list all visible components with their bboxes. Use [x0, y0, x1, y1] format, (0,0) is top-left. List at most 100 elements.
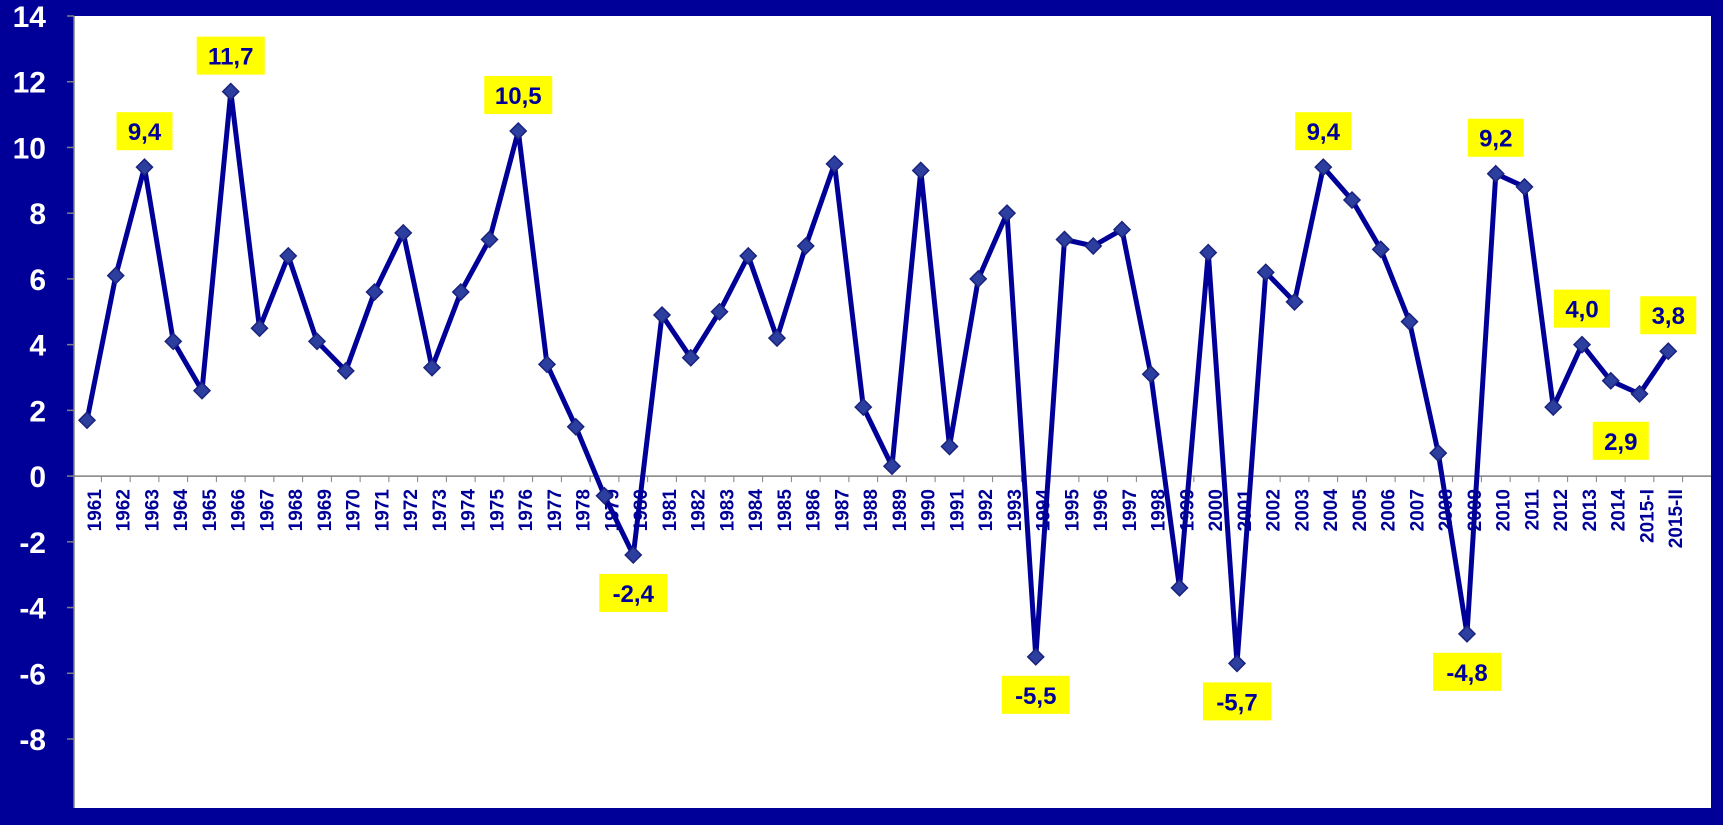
data-point-marker	[1630, 384, 1649, 403]
x-tick-label: 2002	[1264, 489, 1285, 531]
data-point-marker	[940, 437, 959, 456]
x-tick-label: 1965	[200, 489, 221, 532]
data-label-text: 9,4	[128, 119, 162, 146]
data-label: 3,8	[1640, 296, 1697, 335]
data-point-marker	[1400, 312, 1419, 331]
data-point-marker	[1227, 654, 1247, 673]
data-point-marker	[394, 223, 413, 242]
x-tick-label: 2015-II	[1666, 489, 1687, 548]
x-tick-label: 1975	[488, 489, 509, 532]
x-tick-label: 1967	[258, 489, 279, 531]
x-tick-label: 1982	[689, 489, 710, 531]
x-tick-label: 1981	[660, 489, 681, 532]
data-label-box	[599, 573, 668, 612]
y-tick-label: 4	[29, 330, 46, 363]
data-label-text: -5,7	[1216, 689, 1257, 716]
data-point-marker	[135, 158, 154, 177]
data-label: 9,2	[1467, 118, 1524, 157]
data-point-marker	[1486, 164, 1505, 183]
data-point-marker	[1026, 647, 1045, 666]
data-point-marker	[854, 398, 873, 417]
x-tick-label: 2003	[1293, 489, 1314, 531]
data-point-marker	[1141, 365, 1160, 384]
data-point-marker	[911, 161, 930, 180]
x-tick-label: 1987	[833, 489, 854, 531]
data-point-marker	[1314, 158, 1333, 177]
data-point-marker	[164, 332, 183, 351]
data-point-marker	[1199, 243, 1218, 262]
data-point-marker	[1429, 444, 1448, 463]
data-label-box	[196, 36, 265, 75]
data-point-marker	[1055, 230, 1074, 249]
x-tick-label: 1976	[516, 489, 537, 531]
data-label: 11,7	[196, 36, 265, 75]
data-point-marker	[1342, 190, 1362, 210]
data-point-marker	[681, 348, 700, 367]
data-point-marker	[1371, 240, 1390, 259]
x-tick-label: 1983	[718, 489, 739, 531]
data-label-box	[1295, 112, 1352, 151]
x-tick-label: 2010	[1494, 489, 1515, 531]
x-tick-label: 1971	[373, 489, 394, 532]
series-line	[84, 89, 1671, 666]
data-point-marker	[566, 417, 585, 436]
data-point-marker	[652, 305, 672, 325]
data-point-marker	[192, 381, 212, 400]
x-tick-label: 1996	[1091, 489, 1112, 531]
x-tick-label: 1989	[890, 489, 911, 531]
data-point-marker	[969, 269, 988, 288]
data-label: -2,4	[599, 573, 668, 612]
data-point-marker	[767, 329, 787, 348]
data-label-text: -5,5	[1015, 683, 1056, 710]
data-point-marker	[1285, 292, 1304, 311]
data-point-marker	[624, 545, 643, 565]
y-tick-label: -6	[19, 658, 46, 691]
x-tick-label: 1978	[574, 489, 595, 531]
x-tick-label: 2005	[1350, 489, 1371, 532]
x-tick-label: 1998	[1149, 489, 1170, 531]
data-point-marker	[77, 411, 97, 430]
x-tick-label: 1969	[315, 489, 336, 531]
data-point-marker	[480, 230, 499, 249]
data-label: 9,4	[1295, 112, 1352, 151]
data-point-marker	[336, 361, 355, 380]
data-point-marker	[509, 121, 528, 141]
x-tick-label: 1995	[1063, 489, 1084, 532]
y-tick-label: 12	[13, 67, 46, 100]
data-point-marker	[537, 355, 557, 374]
x-tick-label: 1977	[545, 489, 566, 531]
x-tick-label: 2015-I	[1638, 489, 1659, 543]
y-axis-tick-labels: -8 -6 -4 -2 0 2 4 6 8 10 12 14	[13, 1, 47, 757]
data-point-marker	[279, 246, 298, 265]
data-point-marker	[106, 266, 125, 285]
data-label-box	[484, 76, 553, 115]
data-point-marker	[595, 486, 614, 505]
x-tick-label: 1985	[775, 489, 796, 532]
y-tick-label: 2	[29, 395, 46, 428]
data-label: 2,9	[1592, 421, 1649, 460]
x-tick-label: 1993	[1005, 489, 1026, 531]
data-label-box	[1433, 652, 1501, 691]
data-point-marker	[1256, 263, 1275, 282]
x-tick-label: 1973	[430, 489, 451, 531]
data-label: 4,0	[1554, 289, 1610, 328]
x-tick-label: 2006	[1379, 489, 1400, 531]
data-point-marker	[365, 282, 384, 302]
y-tick-label: -8	[19, 724, 46, 757]
data-point-marker	[825, 154, 844, 173]
x-tick-label: 1963	[143, 489, 164, 531]
data-label: 9,4	[116, 112, 173, 151]
data-label-box	[1640, 296, 1697, 335]
data-label: 10,5	[484, 76, 553, 115]
data-point-marker	[1112, 220, 1132, 239]
data-label: -4,8	[1433, 652, 1501, 691]
x-tick-label: 1992	[976, 489, 997, 531]
y-tick-label: 0	[29, 461, 46, 494]
x-axis-tick-labels: 1961 1962 1963 1964 1965 1966 1967 1968 1969 1970…	[85, 489, 1687, 549]
x-tick-label: 1997	[1120, 489, 1141, 531]
y-tick-label: 8	[29, 198, 46, 231]
y-tick-label: 10	[13, 132, 46, 165]
x-tick-label: 1974	[459, 489, 480, 532]
x-tick-label: 1962	[114, 489, 135, 531]
